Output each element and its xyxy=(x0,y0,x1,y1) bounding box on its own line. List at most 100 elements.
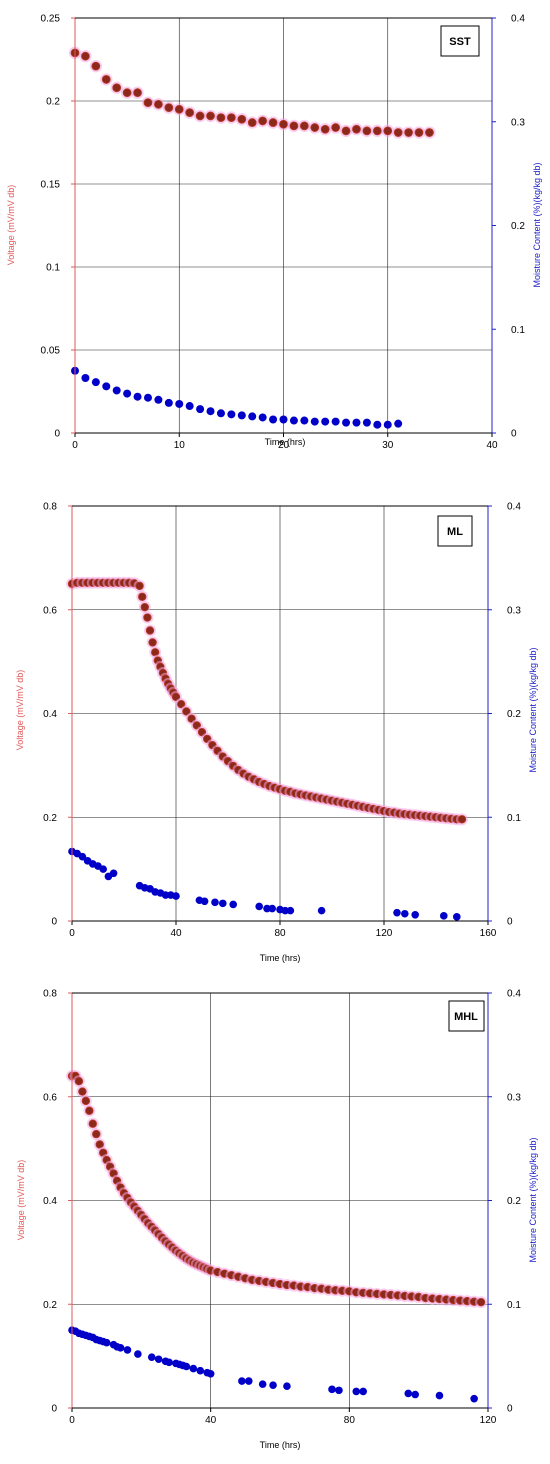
voltage-point xyxy=(237,114,247,124)
right-tick-label: 0.1 xyxy=(507,1300,521,1311)
left-tick-label: 0 xyxy=(51,1404,57,1415)
moisture-point xyxy=(229,900,237,909)
right-axis-title: Moisture Content (%)(kg/kg db) xyxy=(528,1137,538,1262)
left-tick-label: 0.8 xyxy=(43,989,57,1000)
moisture-point xyxy=(373,420,382,429)
x-tick-label: 0 xyxy=(69,1415,75,1426)
voltage-point xyxy=(135,581,144,591)
x-axis-title: Time (hrs) xyxy=(260,953,301,963)
left-tick-label: 0 xyxy=(54,429,60,440)
moisture-point xyxy=(269,415,278,424)
x-tick-label: 0 xyxy=(69,928,75,939)
voltage-point xyxy=(299,121,309,131)
voltage-point xyxy=(320,124,330,134)
moisture-point xyxy=(352,1387,361,1396)
x-tick-label: 0 xyxy=(72,440,78,451)
moisture-point xyxy=(300,416,309,425)
moisture-point xyxy=(165,1358,173,1367)
voltage-point xyxy=(176,699,186,709)
left-tick-label: 0.2 xyxy=(46,97,60,108)
voltage-point xyxy=(122,88,132,98)
moisture-point xyxy=(189,1364,198,1373)
left-tick-label: 0.4 xyxy=(43,709,57,720)
left-tick-label: 0.6 xyxy=(43,1092,57,1103)
voltage-point xyxy=(148,638,157,647)
left-axis-title: Voltage (mV/mV db) xyxy=(6,185,16,266)
voltage-point xyxy=(112,83,122,93)
voltage-point xyxy=(81,51,90,61)
voltage-point xyxy=(331,123,341,132)
moisture-point xyxy=(453,913,461,921)
voltage-point xyxy=(153,99,163,109)
moisture-point xyxy=(185,402,194,411)
x-axis-title: Time (hrs) xyxy=(265,437,306,447)
moisture-point xyxy=(116,1344,125,1352)
moisture-point xyxy=(269,1381,277,1389)
panel-tag-box: SST xyxy=(440,25,480,57)
voltage-point xyxy=(352,124,361,134)
moisture-point xyxy=(200,897,209,906)
right-tick-label: 0.3 xyxy=(507,1092,521,1103)
right-tick-label: 0.3 xyxy=(507,605,521,616)
moisture-point xyxy=(263,904,271,913)
moisture-point xyxy=(359,1387,368,1396)
moisture-point xyxy=(342,418,351,427)
moisture-point xyxy=(411,1390,420,1399)
right-tick-label: 0 xyxy=(511,429,517,440)
voltage-point xyxy=(164,103,174,113)
voltage-point xyxy=(247,118,257,127)
x-tick-label: 30 xyxy=(382,440,394,451)
left-tick-label: 0.25 xyxy=(41,14,61,25)
axis-ticks: 0 40 80 120 0 0.2 0.4 0.6 0.8 0 0.1 0.2 0.3 0.4 xyxy=(43,989,521,1427)
moisture-point xyxy=(393,908,401,917)
moisture-point xyxy=(175,399,184,408)
data-points xyxy=(66,576,468,921)
voltage-point xyxy=(206,111,215,121)
moisture-point xyxy=(123,1346,132,1354)
moisture-point xyxy=(268,904,277,913)
voltage-point xyxy=(310,123,320,132)
moisture-point xyxy=(394,419,403,428)
moisture-point xyxy=(161,891,170,899)
moisture-point xyxy=(255,902,263,911)
moisture-point xyxy=(401,909,409,918)
voltage-point xyxy=(404,128,414,137)
moisture-point xyxy=(109,869,118,878)
x-tick-label: 40 xyxy=(170,928,182,939)
right-tick-label: 0.1 xyxy=(511,325,525,336)
moisture-point xyxy=(470,1394,478,1403)
voltage-point xyxy=(101,75,111,84)
moisture-point xyxy=(352,418,361,427)
voltage-point xyxy=(226,113,236,122)
moisture-point xyxy=(435,1391,444,1400)
voltage-point xyxy=(393,128,403,137)
right-axis-title: Moisture Content (%)(kg/kg db) xyxy=(528,647,538,772)
right-tick-label: 0.1 xyxy=(507,813,521,824)
x-tick-label: 20 xyxy=(278,440,290,451)
moisture-point xyxy=(196,405,205,414)
moisture-point xyxy=(245,1377,253,1385)
left-tick-label: 0.05 xyxy=(41,346,61,357)
panel-tag-frame xyxy=(437,515,473,547)
voltage-point xyxy=(383,126,393,136)
moisture-point xyxy=(112,386,121,395)
moisture-point xyxy=(219,899,227,908)
data-points xyxy=(66,1070,488,1403)
voltage-point xyxy=(258,116,268,126)
moisture-point xyxy=(440,912,448,920)
moisture-point xyxy=(283,1382,291,1391)
voltage-point xyxy=(414,128,424,137)
x-tick-label: 40 xyxy=(205,1415,217,1426)
right-tick-label: 0.2 xyxy=(507,709,521,720)
voltage-point xyxy=(85,1106,94,1115)
left-axis-title: Voltage (mV/mV db) xyxy=(16,1160,26,1241)
moisture-point xyxy=(281,906,290,915)
moisture-point xyxy=(216,409,225,418)
moisture-point xyxy=(331,417,340,426)
voltage-point xyxy=(476,1297,486,1307)
voltage-point xyxy=(88,1119,97,1128)
voltage-point xyxy=(74,1076,84,1086)
left-tick-label: 0.1 xyxy=(46,263,60,274)
x-tick-label: 40 xyxy=(486,440,498,451)
voltage-point xyxy=(145,626,155,635)
